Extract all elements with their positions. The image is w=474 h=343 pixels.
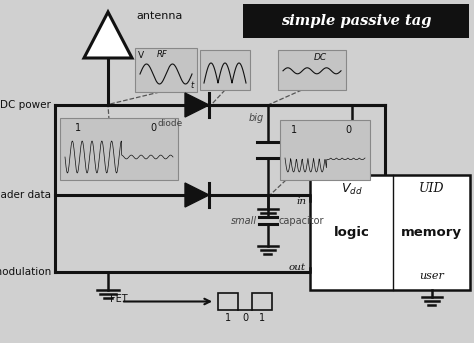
Text: simple passive tag: simple passive tag (281, 14, 431, 28)
Text: modulation: modulation (0, 267, 51, 277)
Polygon shape (185, 93, 209, 117)
Text: DC power: DC power (0, 100, 51, 110)
Bar (252, 293, 272, 310)
Text: diode: diode (158, 119, 183, 128)
Bar (218, 293, 238, 310)
Text: capacitor: capacitor (279, 216, 325, 226)
Text: small: small (231, 216, 257, 226)
Bar (280, 120, 370, 180)
Text: 0: 0 (345, 125, 351, 135)
Bar (243, 4, 469, 38)
Polygon shape (84, 12, 132, 58)
Polygon shape (185, 183, 209, 207)
Bar (200, 50, 250, 90)
Text: RF: RF (157, 50, 168, 59)
Text: DC: DC (313, 53, 327, 62)
Text: logic: logic (334, 226, 370, 239)
Text: 1: 1 (75, 123, 81, 133)
Text: reader data: reader data (0, 190, 51, 200)
Text: UID: UID (419, 182, 444, 196)
Text: $V_{dd}$: $V_{dd}$ (341, 181, 363, 197)
Bar (278, 50, 346, 90)
Text: 0: 0 (150, 123, 156, 133)
Text: in: in (296, 197, 306, 205)
Text: t: t (191, 81, 194, 90)
Text: FET: FET (110, 294, 128, 304)
Text: big: big (249, 113, 264, 123)
Text: 0: 0 (242, 313, 248, 323)
Text: 1: 1 (259, 313, 265, 323)
Text: user: user (419, 271, 444, 281)
Bar (310, 175, 470, 290)
Text: out: out (289, 263, 306, 272)
Bar (60, 118, 178, 180)
Text: 1: 1 (291, 125, 297, 135)
Bar (135, 48, 197, 92)
Text: 1: 1 (225, 313, 231, 323)
Text: V: V (138, 51, 144, 60)
Text: memory: memory (401, 226, 462, 239)
Text: antenna: antenna (136, 11, 182, 21)
